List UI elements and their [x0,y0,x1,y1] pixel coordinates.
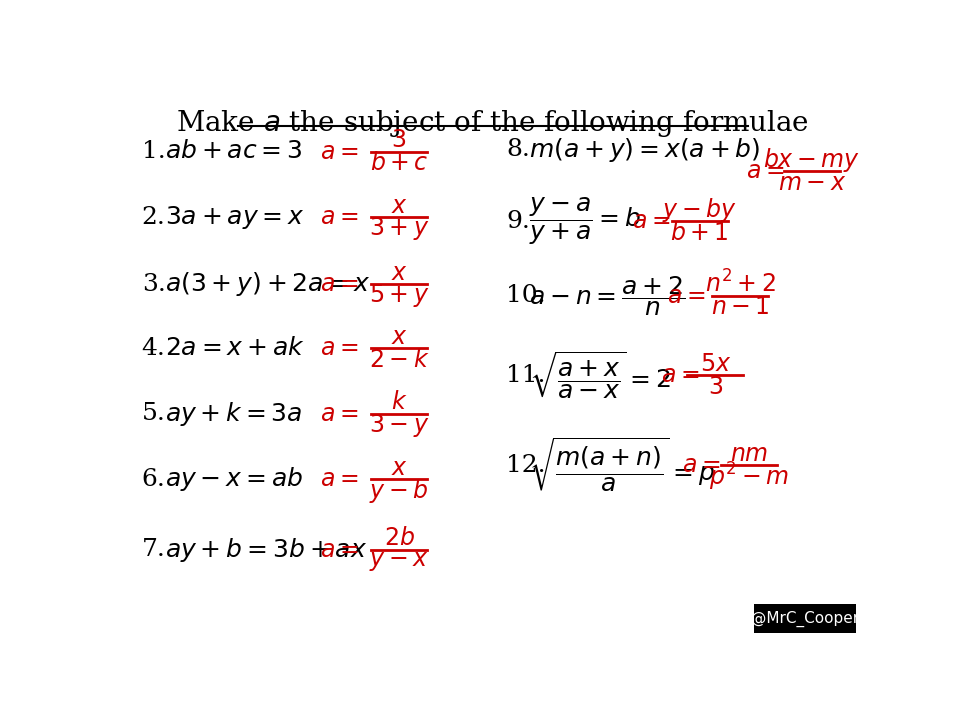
Text: $\mathit{a} =$: $\mathit{a} =$ [682,454,720,477]
Text: $3$: $3$ [392,128,407,153]
Text: $m - x$: $m - x$ [778,171,846,194]
Text: @MrC_Cooper: @MrC_Cooper [751,611,859,626]
Text: $b + 1$: $b + 1$ [670,221,729,245]
Text: $m(a + y) = x(a + b)$: $m(a + y) = x(a + b)$ [529,135,760,163]
Text: $\mathit{a} =$: $\mathit{a} =$ [667,284,706,308]
Text: $\dfrac{y-a}{y+a} = b$: $\dfrac{y-a}{y+a} = b$ [529,195,641,247]
Text: $\mathit{a} =$: $\mathit{a} =$ [320,205,358,229]
Text: 12.: 12. [506,454,545,477]
Text: 10.: 10. [506,284,545,307]
Text: $n^2 + 2$: $n^2 + 2$ [705,271,776,298]
Text: $bx - my$: $bx - my$ [763,145,861,174]
Text: 2.: 2. [142,206,165,229]
Text: $\mathit{a} =$: $\mathit{a} =$ [320,402,358,426]
Text: $x$: $x$ [391,325,407,348]
Text: $3a + ay = x$: $3a + ay = x$ [165,204,304,231]
Text: $\mathit{a} =$: $\mathit{a} =$ [320,140,358,164]
FancyBboxPatch shape [754,604,856,633]
Text: $x$: $x$ [391,456,407,480]
Text: $ay + b = 3b + ax$: $ay + b = 3b + ax$ [165,536,367,564]
Text: $p^2 - m$: $p^2 - m$ [709,461,789,493]
Text: $3 - y$: $3 - y$ [369,412,429,438]
Text: $2b$: $2b$ [384,526,415,550]
Text: $k$: $k$ [391,390,407,414]
Text: $y - b$: $y - b$ [370,477,429,505]
Text: 9.: 9. [506,210,530,233]
Text: $3$: $3$ [708,374,723,399]
Text: $5 + y$: $5 + y$ [369,282,429,310]
Text: $\mathit{a} =$: $\mathit{a} =$ [320,336,358,360]
Text: $\mathit{a} =$: $\mathit{a} =$ [320,272,358,297]
Text: $n - 1$: $n - 1$ [710,295,769,320]
Text: 6.: 6. [142,467,165,490]
Text: $ab + ac = 3$: $ab + ac = 3$ [165,140,302,163]
Text: 1.: 1. [142,140,165,163]
Text: 4.: 4. [142,337,165,360]
Text: $\mathit{a} =$: $\mathit{a} =$ [746,159,784,183]
Text: $ay + k = 3a$: $ay + k = 3a$ [165,400,302,428]
Text: $x$: $x$ [391,194,407,217]
Text: $y - x$: $y - x$ [370,549,429,574]
Text: $x$: $x$ [391,261,407,284]
Text: $2a = x + ak$: $2a = x + ak$ [165,337,305,360]
Text: $b + c$: $b + c$ [370,151,428,176]
Text: $\sqrt{\dfrac{m(a+n)}{a}} = p$: $\sqrt{\dfrac{m(a+n)}{a}} = p$ [529,436,715,495]
Text: $nm$: $nm$ [731,441,769,466]
Text: $\mathit{a} =$: $\mathit{a} =$ [660,363,699,387]
Text: $a - n = \dfrac{a+2}{n}$: $a - n = \dfrac{a+2}{n}$ [529,274,685,318]
Text: $3 + y$: $3 + y$ [369,215,429,243]
Text: $ay - x = ab$: $ay - x = ab$ [165,465,303,493]
Text: $a(3 + y) + 2a = x$: $a(3 + y) + 2a = x$ [165,270,371,298]
Text: 7.: 7. [142,539,165,562]
Text: 3.: 3. [142,273,165,296]
Text: $\sqrt{\dfrac{a+x}{a-x}} = 2$: $\sqrt{\dfrac{a+x}{a-x}} = 2$ [529,349,671,401]
Text: Make $a$ the subject of the following formulae: Make $a$ the subject of the following fo… [176,108,808,139]
Text: $\mathit{a} =$: $\mathit{a} =$ [632,209,670,233]
Text: $2 - k$: $2 - k$ [369,348,429,372]
Text: $5x$: $5x$ [700,351,731,376]
Text: 8.: 8. [506,138,530,161]
Text: 11.: 11. [506,364,545,387]
Text: $\mathit{a} =$: $\mathit{a} =$ [320,467,358,491]
Text: $\mathit{a} =$: $\mathit{a} =$ [320,538,358,562]
Text: 5.: 5. [142,402,165,425]
Text: $y - by$: $y - by$ [662,196,737,224]
